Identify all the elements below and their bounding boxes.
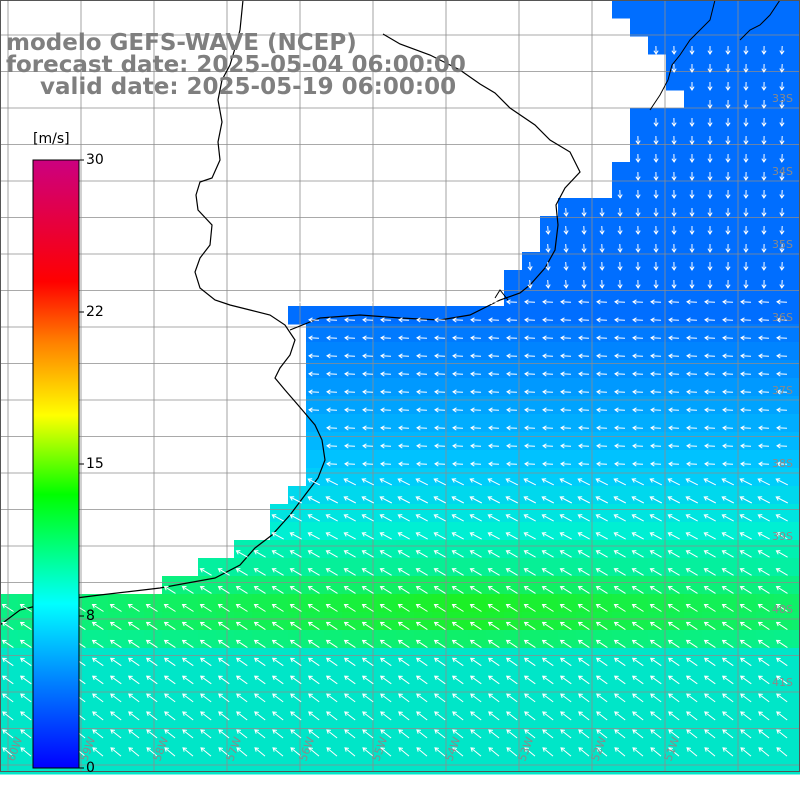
lat-label: 40S xyxy=(772,603,793,616)
lat-label: 37S xyxy=(772,384,793,397)
colorbar-tick-22: 22 xyxy=(86,304,104,320)
lat-label: 38S xyxy=(772,457,793,470)
lat-label: 35S xyxy=(772,238,793,251)
lat-label: 34S xyxy=(772,165,793,178)
latitude-labels: 33S 34S 35S 36S 37S 38S 39S 40S 41S xyxy=(772,92,793,689)
colorbar-unit: [m/s] xyxy=(33,131,70,147)
lat-lon-grid xyxy=(0,0,800,772)
model-title: modelo GEFS-WAVE (NCEP) xyxy=(6,30,357,56)
wind-speed-field xyxy=(0,0,800,775)
colorbar xyxy=(32,159,84,769)
forecast-date: forecast date: 2025-05-04 06:00:00 xyxy=(6,52,466,78)
colorbar-tick-0: 0 xyxy=(86,760,95,776)
lat-label: 36S xyxy=(772,311,793,324)
lat-label: 41S xyxy=(772,676,793,689)
colorbar-tick-15: 15 xyxy=(86,456,104,472)
lat-label: 33S xyxy=(772,92,793,105)
colorbar-tick-8: 8 xyxy=(86,608,95,624)
colorbar-tick-30: 30 xyxy=(86,152,104,168)
lat-label: 39S xyxy=(772,530,793,543)
wind-vectors xyxy=(1,45,789,757)
valid-date: valid date: 2025-05-19 06:00:00 xyxy=(40,74,457,100)
colorbar-gradient xyxy=(32,159,80,769)
